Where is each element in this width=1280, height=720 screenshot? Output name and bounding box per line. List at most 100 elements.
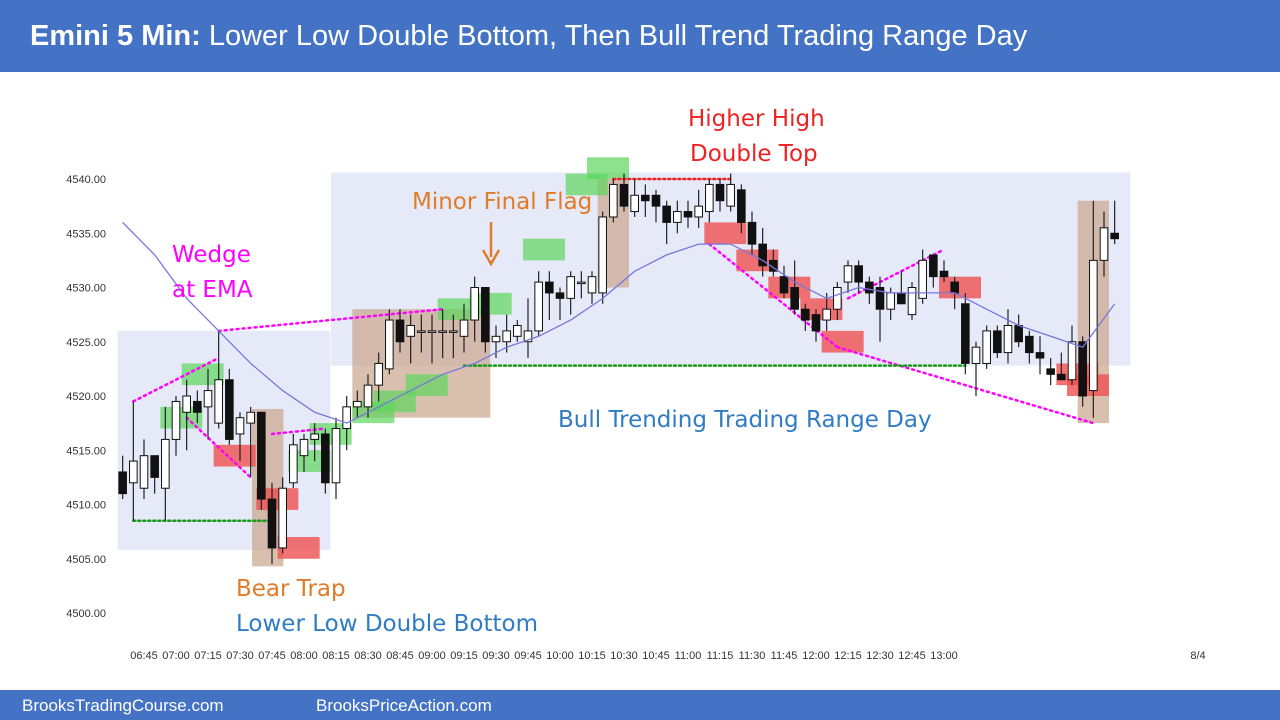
candle (385, 309, 394, 375)
bear-candle-body (875, 287, 885, 310)
x-tick-label: 09:30 (482, 650, 510, 662)
title-text: Lower Low Double Bottom, Then Bull Trend… (200, 19, 1028, 52)
x-tick-label: 08:45 (386, 650, 414, 662)
candle (939, 260, 949, 283)
candle (801, 303, 810, 331)
candle (758, 227, 767, 277)
candle (363, 374, 373, 418)
x-tick-label: 10:30 (610, 650, 638, 662)
y-tick-label: 4510.00 (66, 500, 106, 512)
candle (566, 271, 575, 315)
title-prefix: Emini 5 Min: (30, 19, 201, 52)
x-tick-label: 8/4 (1190, 650, 1205, 662)
bear-candle-body (662, 205, 671, 223)
bull-candle-body (982, 330, 991, 364)
candle (171, 396, 181, 456)
bear-zone (800, 298, 843, 321)
footer-bar: BrooksTradingCourse.com BrooksPriceActio… (0, 690, 1280, 720)
candle (299, 433, 309, 472)
bull-candle-body (1089, 259, 1098, 392)
bear-zone (213, 444, 256, 467)
candle (182, 379, 191, 451)
candle (395, 309, 405, 353)
ema-label: at EMA (172, 277, 253, 303)
trend-day-label: Bull Trending Trading Range Day (558, 407, 932, 433)
bear-candle-body (993, 330, 1002, 354)
bull-candle-body (363, 384, 373, 408)
candle (715, 179, 725, 212)
bear-zone (704, 222, 747, 245)
bull-candle-body (342, 406, 351, 430)
bull-zone (437, 298, 480, 321)
candle (118, 455, 127, 500)
candle (673, 200, 682, 234)
x-tick-label: 07:45 (258, 650, 286, 662)
x-tick-label: 12:15 (834, 650, 862, 662)
x-tick-label: 07:00 (162, 650, 190, 662)
bull-candle-body (566, 276, 575, 299)
x-tick-label: 09:15 (450, 650, 478, 662)
bull-zone (587, 157, 629, 179)
bear-candle-body (267, 498, 277, 549)
candle (502, 314, 511, 353)
bear-candle-body (865, 281, 874, 294)
candle (1110, 200, 1119, 245)
candle (907, 282, 917, 321)
candle (310, 423, 319, 462)
y-tick-label: 4525.00 (66, 337, 106, 349)
footer-link-course[interactable]: BrooksTradingCourse.com (22, 696, 224, 715)
bull-candle-body (385, 319, 394, 370)
bear-candle-body (1110, 232, 1119, 240)
bull-candle-body (235, 417, 245, 435)
bull-candle-body (705, 183, 714, 213)
candle (651, 189, 661, 223)
bear-candle-body (1025, 335, 1034, 354)
candle (929, 254, 938, 288)
bull-candle-body (139, 455, 149, 489)
bull-candle-body (577, 281, 586, 285)
bull-candle-body (289, 444, 298, 484)
y-tick-label: 4505.00 (66, 554, 106, 566)
bull-candle-body (609, 183, 618, 218)
bear-candle-body (715, 183, 725, 202)
bear-candle-body (545, 281, 554, 294)
bear-zone (736, 249, 779, 272)
footer-link-priceaction[interactable]: BrooksPriceAction.com (316, 696, 492, 715)
x-tick-label: 08:15 (322, 650, 350, 662)
bull-candle-body (278, 487, 287, 549)
x-tick-label: 06:45 (130, 650, 158, 662)
x-tick-label: 10:00 (546, 650, 574, 662)
bull-candle-body (886, 292, 895, 310)
candle (1089, 200, 1098, 418)
candle (203, 368, 213, 440)
candle (694, 189, 703, 228)
bull-candle-body (214, 379, 223, 424)
bear-candle-body (118, 471, 127, 495)
bull-candle-body (459, 319, 469, 337)
bull-candle-body (587, 276, 597, 294)
bull-candle-body (907, 287, 917, 316)
magenta-trendline (270, 427, 327, 436)
x-tick-label: 11:45 (771, 650, 798, 662)
bull-candle-body (374, 362, 383, 386)
bear-candle-body (939, 270, 949, 278)
bear-zone (821, 330, 864, 353)
candle (641, 184, 650, 217)
bull-candle-body (129, 460, 138, 484)
y-tick-label: 4515.00 (66, 445, 106, 457)
bull-candle-body (353, 400, 362, 408)
bear-candle-body (1078, 341, 1087, 397)
x-tick-label: 12:45 (898, 650, 926, 662)
bull-candle-body (502, 330, 511, 343)
candle (790, 260, 799, 315)
candle (982, 325, 991, 369)
magenta-trendline (185, 416, 252, 479)
bull-candle-body (673, 211, 682, 223)
magenta-trendline (132, 356, 220, 403)
bull-candle-body (1067, 341, 1077, 381)
bear-candle-body (1014, 324, 1023, 343)
x-tick-label: 12:00 (802, 650, 830, 662)
candle (257, 411, 266, 510)
bull-candle-body (310, 433, 319, 440)
y-tick-label: 4520.00 (66, 391, 106, 403)
